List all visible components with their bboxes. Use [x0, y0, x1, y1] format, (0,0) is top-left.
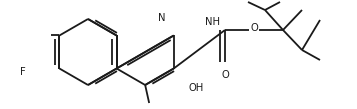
Text: O: O	[250, 23, 258, 33]
Text: N: N	[158, 13, 166, 23]
Text: OH: OH	[188, 83, 203, 93]
Text: O: O	[221, 70, 229, 80]
Text: NH: NH	[205, 17, 220, 27]
Text: F: F	[20, 67, 26, 77]
